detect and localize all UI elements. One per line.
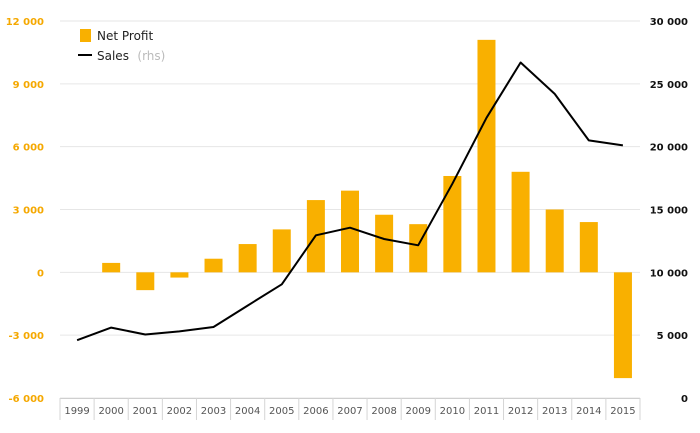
- x-tick-label: 2014: [576, 406, 601, 417]
- x-tick-label: 2000: [98, 406, 123, 417]
- y-right-tick-label: 30 000: [650, 17, 688, 28]
- y-left-tick-label: -3 000: [9, 331, 45, 342]
- x-tick-label: 2004: [235, 406, 260, 417]
- bar-net-profit: [409, 224, 428, 273]
- x-tick-label: 2010: [440, 406, 465, 417]
- bar-net-profit: [579, 222, 598, 273]
- x-tick-label: 2015: [610, 406, 635, 417]
- x-tick-label: 2011: [474, 406, 499, 417]
- line-layer: [76, 61, 624, 342]
- y-right-tick-label: 25 000: [650, 80, 688, 91]
- y-left-tick-label: 9 000: [13, 80, 44, 91]
- bar-net-profit: [477, 39, 496, 273]
- bar-net-profit: [102, 262, 121, 273]
- legend-label-sales: Sales (rhs): [97, 47, 165, 64]
- x-tick-label: 2009: [406, 406, 431, 417]
- legend: Net Profit Sales (rhs): [78, 29, 165, 64]
- y-right-tick-label: 10 000: [650, 268, 688, 279]
- bar-net-profit: [170, 272, 189, 278]
- y-left-tick-label: 6 000: [13, 143, 44, 154]
- legend-swatch-net-profit: [80, 29, 91, 42]
- axis-layer: -6 000 -3 000 0 3 000 6 000 9 000 12 000 0 5 000…: [6, 17, 688, 420]
- x-tick-label: 2006: [303, 406, 328, 417]
- bar-net-profit: [272, 229, 291, 273]
- y-right-tick-label: 0: [681, 394, 688, 405]
- x-tick-label: 2013: [542, 406, 567, 417]
- bar-net-profit: [511, 171, 530, 273]
- x-tick-label: 2007: [337, 406, 362, 417]
- bar-net-profit: [545, 209, 564, 273]
- x-tick-label: 2003: [201, 406, 226, 417]
- y-left-tick-label: 12 000: [6, 17, 44, 28]
- x-tick-label: 2005: [269, 406, 294, 417]
- legend-label-sales-suffix: (rhs): [137, 49, 165, 63]
- bar-net-profit: [341, 190, 359, 273]
- bar-net-profit: [136, 272, 155, 291]
- x-tick-label: 2012: [508, 406, 533, 417]
- x-tick-label: 2002: [167, 406, 192, 417]
- y-right-tick-label: 5 000: [657, 331, 688, 342]
- grid-layer: [60, 20, 640, 399]
- y-left-tick-label: -6 000: [9, 394, 45, 405]
- bar-net-profit: [613, 272, 632, 379]
- y-left-tick-label: 0: [37, 268, 44, 279]
- legend-label-sales-name: Sales: [97, 49, 129, 63]
- line-sales: [76, 61, 624, 342]
- y-right-tick-label: 15 000: [650, 206, 688, 217]
- x-tick-label: 1999: [64, 406, 89, 417]
- bar-net-profit: [443, 175, 462, 273]
- x-tick-label: 2008: [371, 406, 396, 417]
- x-tick-label: 2001: [133, 406, 158, 417]
- bar-net-profit: [238, 244, 257, 273]
- legend-label-net-profit: Net Profit: [97, 29, 153, 43]
- y-left-tick-label: 3 000: [13, 206, 44, 217]
- bar-net-profit: [375, 214, 394, 273]
- y-right-tick-label: 20 000: [650, 143, 688, 154]
- bar-net-profit: [204, 258, 223, 273]
- bar-layer: [102, 39, 632, 379]
